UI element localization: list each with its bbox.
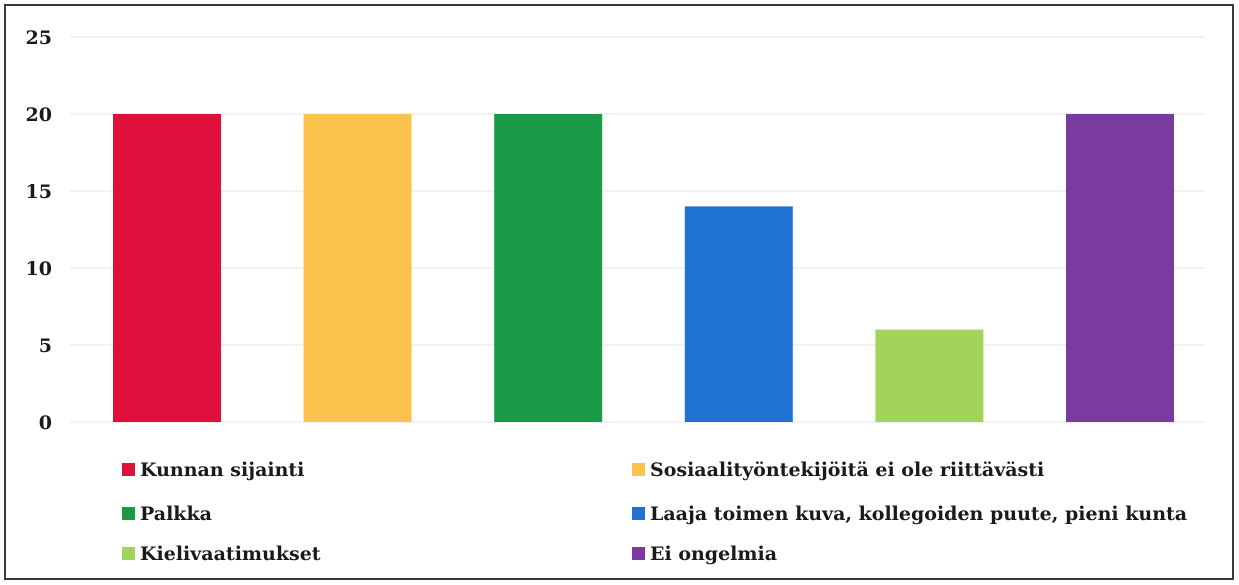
grid-lines — [70, 36, 1205, 423]
y-axis-ticks: 0 5 10 15 20 25 — [26, 27, 52, 434]
legend-item: Sosiaalityöntekijöitä ei ole riittävästi — [632, 459, 1044, 481]
legend-swatch — [122, 463, 135, 476]
y-tick-label: 10 — [26, 258, 52, 280]
legend-label: Ei ongelmia — [650, 543, 777, 565]
legend-label: Kielivaatimukset — [140, 543, 321, 565]
legend-label: Kunnan sijainti — [140, 459, 304, 481]
y-tick-label: 5 — [39, 335, 52, 357]
legend-item: Laaja toimen kuva, kollegoiden puute, pi… — [632, 503, 1187, 525]
legend-item: Kielivaatimukset — [122, 543, 321, 565]
legend-item: Palkka — [122, 503, 212, 525]
bar-1 — [113, 114, 221, 422]
legend: Kunnan sijainti Sosiaalityöntekijöitä ei … — [122, 459, 1187, 565]
legend-swatch — [122, 547, 135, 560]
legend-label: Laaja toimen kuva, kollegoiden puute, pi… — [650, 503, 1187, 525]
legend-item: Ei ongelmia — [632, 543, 777, 565]
bar-5 — [875, 329, 984, 422]
y-tick-label: 25 — [26, 27, 52, 49]
legend-swatch — [632, 507, 645, 520]
y-tick-label: 20 — [26, 104, 52, 126]
legend-swatch — [632, 463, 645, 476]
y-tick-label: 15 — [26, 181, 52, 203]
legend-swatch — [632, 547, 645, 560]
legend-label: Sosiaalityöntekijöitä ei ole riittävästi — [650, 459, 1044, 481]
bar-2 — [303, 114, 412, 422]
bar-3 — [494, 114, 603, 422]
legend-item: Kunnan sijainti — [122, 459, 304, 481]
bars — [113, 114, 1174, 422]
bar-6 — [1066, 114, 1174, 422]
legend-label: Palkka — [140, 503, 212, 525]
y-tick-label: 0 — [39, 412, 52, 434]
bar-4 — [684, 206, 793, 422]
legend-swatch — [122, 507, 135, 520]
